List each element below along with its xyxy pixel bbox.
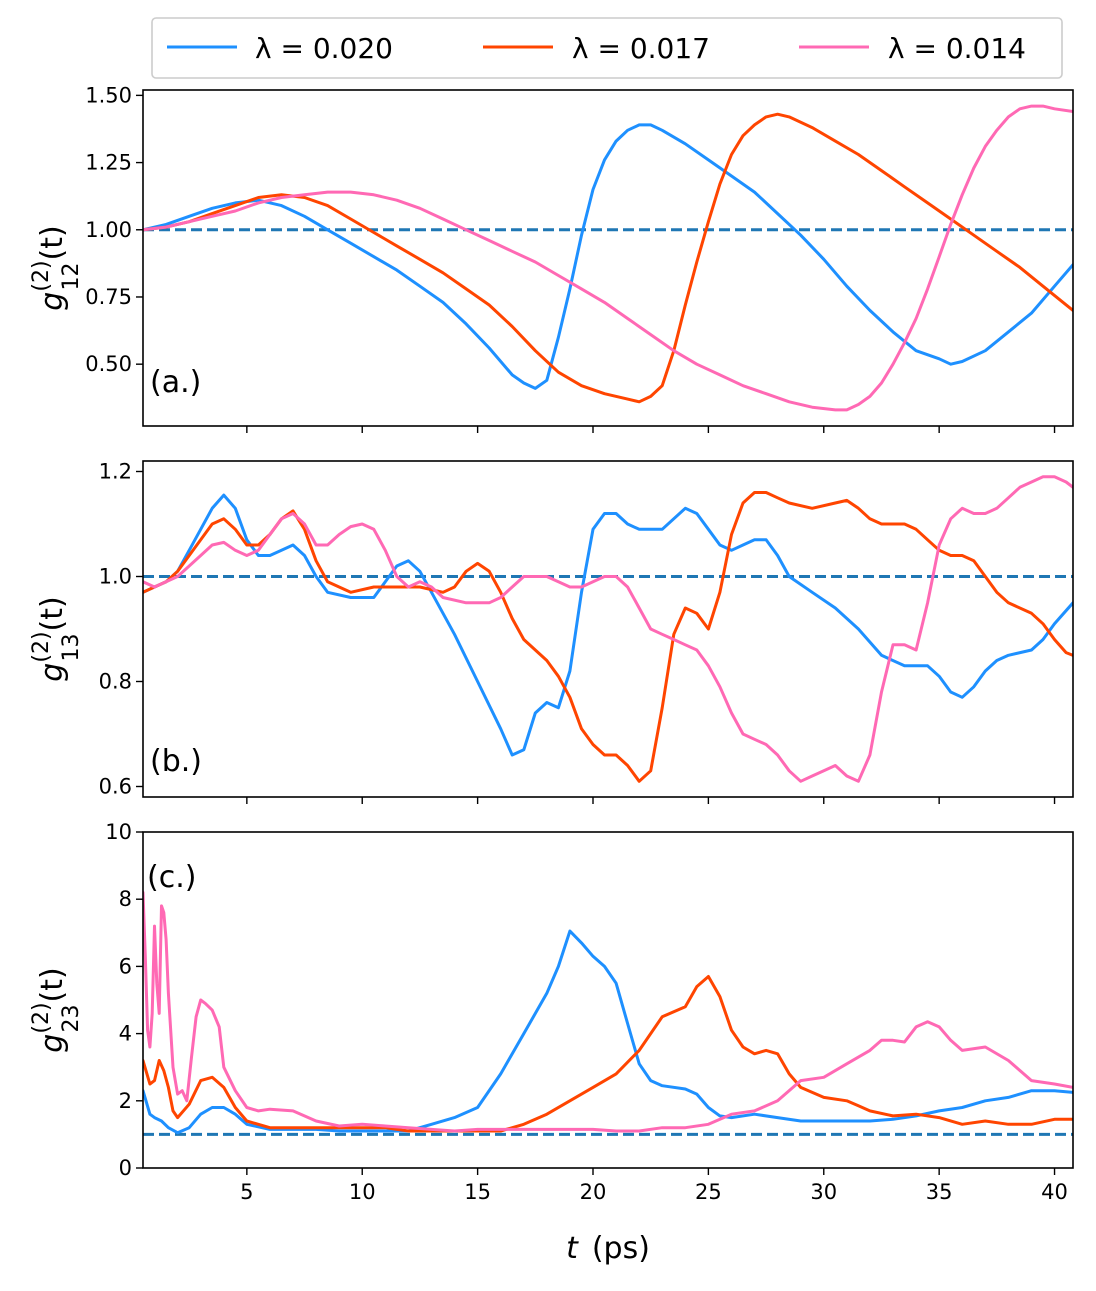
- x-tick-label-7: 40: [1041, 1180, 1068, 1204]
- y-axis-label-b: g(2) 13(t): [29, 596, 84, 681]
- panel-label-a: (a.): [150, 365, 201, 400]
- y-tick-label-a-2: 1.00: [85, 218, 132, 242]
- series-line-c-1: [143, 975, 1073, 1133]
- legend: λ = 0.020 λ = 0.017 λ = 0.014: [151, 17, 1063, 79]
- x-tick-label-3: 20: [580, 1180, 607, 1204]
- y-tick-label-b-3: 1.2: [99, 460, 132, 484]
- x-tick-label-5: 30: [810, 1180, 837, 1204]
- x-tick-label-2: 15: [464, 1180, 491, 1204]
- y-axis-label-c: g(2) 23(t): [29, 967, 84, 1052]
- y-tick-label-a-3: 1.25: [85, 151, 132, 175]
- y-axis-label-sup-b: (2): [29, 631, 54, 662]
- y-tick-label-c-4: 8: [119, 887, 132, 911]
- y-axis-label-a: g(2) 12(t): [29, 225, 84, 310]
- x-axis-title-unit: (ps): [592, 1231, 650, 1266]
- y-tick-label-b-1: 0.8: [99, 670, 132, 694]
- y-tick-label-c-2: 4: [119, 1022, 132, 1046]
- x-tick-label-1: 10: [349, 1180, 376, 1204]
- x-axis-title-t: t: [566, 1231, 579, 1266]
- y-tick-label-c-5: 10: [105, 820, 132, 844]
- legend-frame: [151, 17, 1063, 79]
- y-tick-label-b-0: 0.6: [99, 775, 132, 799]
- plot-frame-b: [142, 460, 1074, 798]
- series-line-b-2: [143, 475, 1073, 783]
- legend-label-2: λ = 0.014: [888, 32, 1026, 65]
- panel-a: 0.50 0.75 1.00 1.25 1.50 (a.) g(2) 12(t): [29, 83, 1074, 433]
- series-line-a-0: [143, 123, 1073, 390]
- y-axis-label-sup-c: (2): [29, 1002, 54, 1033]
- legend-label-0: λ = 0.020: [255, 32, 393, 65]
- y-axis-label-main-c: g: [35, 1034, 70, 1053]
- panel-label-b: (b.): [150, 744, 202, 779]
- panel-label-c: (c.): [147, 860, 196, 895]
- plot-frame-c: [142, 831, 1074, 1169]
- plot-frame-a: [142, 89, 1074, 427]
- x-tick-label-4: 25: [695, 1180, 722, 1204]
- y-axis-label-sub-c: 23: [59, 1004, 84, 1032]
- panel-c: 0 2 4 6 8 10 5 10 15 20 25 30 35 40 (c.) g(2) 23(t): [29, 820, 1074, 1204]
- panel-b: 0.6 0.8 1.0 1.2 (b.) g(2) 13(t): [29, 460, 1074, 804]
- y-axis-label-sup-a: (2): [29, 260, 54, 291]
- x-axis-title: t (ps): [566, 1231, 650, 1266]
- y-tick-label-a-4: 1.50: [85, 83, 132, 107]
- y-axis-label-tail-c: (t): [35, 967, 70, 1002]
- y-axis-label-sub-a: 12: [59, 262, 84, 290]
- y-tick-label-c-0: 0: [119, 1156, 132, 1180]
- y-axis-label-main-a: g: [35, 292, 70, 311]
- y-tick-label-b-2: 1.0: [99, 565, 132, 589]
- series-line-c-2: [143, 891, 1073, 1133]
- x-tick-label-6: 35: [926, 1180, 953, 1204]
- series-line-b-1: [143, 491, 1073, 783]
- y-axis-label-tail-a: (t): [35, 225, 70, 260]
- series-line-a-2: [143, 104, 1073, 412]
- legend-label-1: λ = 0.017: [572, 32, 710, 65]
- series-line-c-0: [143, 929, 1073, 1135]
- y-tick-label-c-3: 6: [119, 954, 132, 978]
- y-tick-label-a-1: 0.75: [85, 285, 132, 309]
- x-tick-label-0: 5: [240, 1180, 253, 1204]
- y-axis-label-tail-b: (t): [35, 596, 70, 631]
- series-line-b-0: [143, 493, 1073, 757]
- y-tick-label-c-1: 2: [119, 1089, 132, 1113]
- y-axis-label-main-b: g: [35, 663, 70, 682]
- y-axis-label-sub-b: 13: [59, 633, 84, 661]
- series-line-a-1: [143, 112, 1073, 404]
- y-tick-label-a-0: 0.50: [85, 352, 132, 376]
